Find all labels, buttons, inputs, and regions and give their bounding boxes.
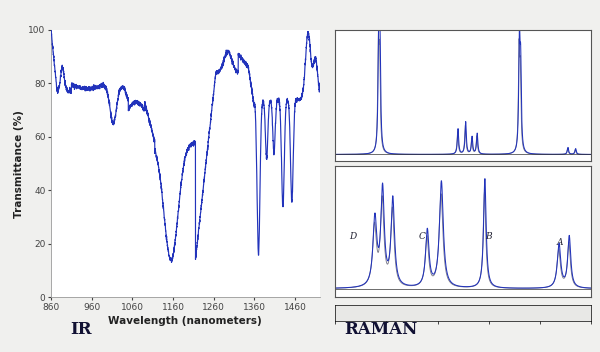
X-axis label: Wavelength (nanometers): Wavelength (nanometers): [109, 316, 262, 326]
Text: RAMAN: RAMAN: [344, 321, 418, 338]
Y-axis label: Transmittance (%): Transmittance (%): [14, 110, 24, 218]
Text: D: D: [350, 232, 357, 241]
Text: C: C: [419, 232, 425, 241]
Text: B: B: [485, 232, 492, 241]
Text: IR: IR: [70, 321, 92, 338]
Text: A: A: [557, 238, 563, 247]
